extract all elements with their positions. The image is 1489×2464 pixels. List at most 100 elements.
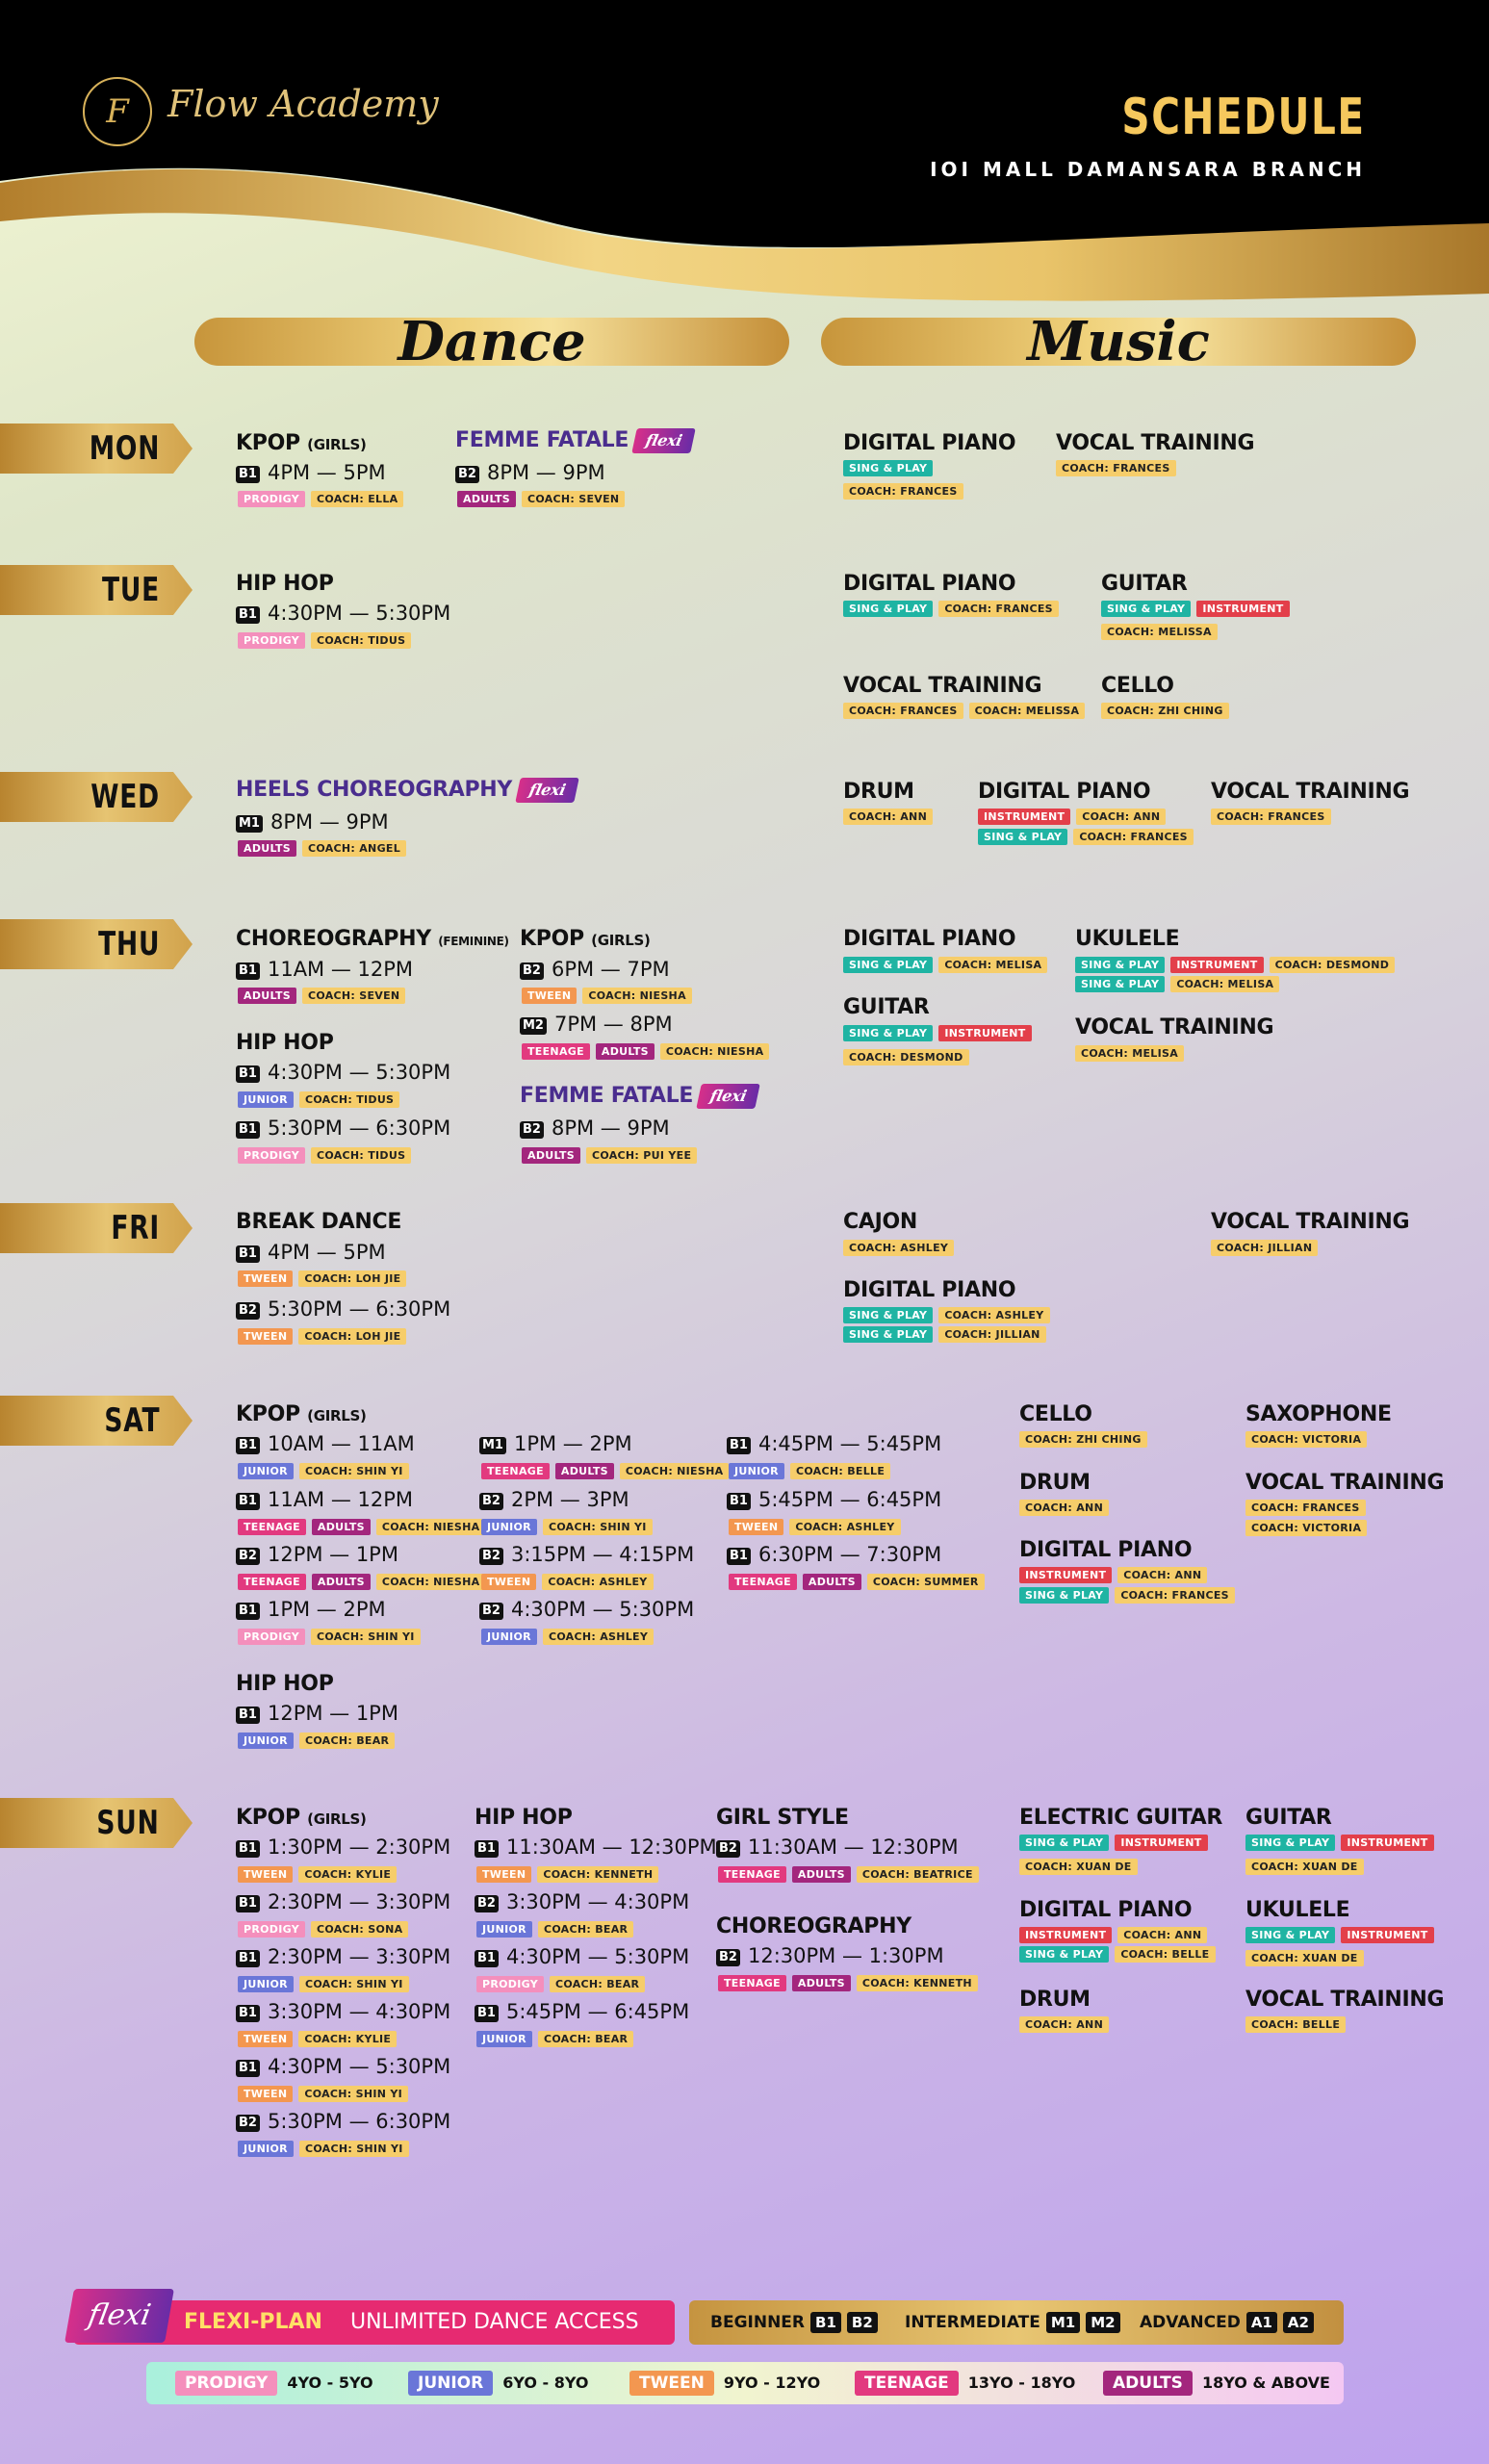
brand-name: Flow Academy — [167, 83, 439, 125]
class-tags: TWEEN COACH: SHIN YI — [238, 2086, 414, 2102]
class-tags: PRODIGY COACH: ELLA — [238, 491, 409, 507]
class-tags: PRODIGY COACH: BEAR — [476, 1976, 651, 1992]
class-time: B1 11AM — 12PM — [236, 1488, 413, 1511]
branch-name: IOI MALL DAMANSARA BRANCH — [930, 158, 1366, 181]
class-tags: TWEEN COACH: KYLIE — [238, 1866, 402, 1883]
class-time: M1 1PM — 2PM — [479, 1432, 632, 1455]
class-tags: TWEEN COACH: KENNETH — [476, 1866, 664, 1883]
class-title: DRUM — [1019, 1471, 1091, 1495]
class-time: B1 4PM — 5PM — [236, 461, 386, 484]
class-time: B1 5:45PM — 6:45PM — [727, 1488, 941, 1511]
class-title: HEELS CHOREOGRAPHY flexi — [236, 778, 580, 803]
class-title: GUITAR — [1245, 1806, 1332, 1830]
class-time: B2 5:30PM — 6:30PM — [236, 2110, 450, 2133]
class-title: DIGITAL PIANO — [843, 1278, 1016, 1302]
class-tags: SING & PLAY COACH: FRANCES — [1019, 1587, 1241, 1604]
class-time: M1 8PM — 9PM — [236, 810, 389, 834]
class-title: FEMME FATALE flexi — [455, 428, 697, 453]
class-title: VOCAL TRAINING — [1211, 1210, 1410, 1234]
class-tags: PRODIGY COACH: SONA — [238, 1921, 414, 1938]
class-time: B2 6PM — 7PM — [520, 958, 670, 981]
class-tags: JUNIOR COACH: BEAR — [238, 1732, 400, 1749]
class-tags: COACH: FRANCES — [1245, 1500, 1372, 1516]
class-tags: JUNIOR COACH: BELLE — [729, 1463, 896, 1479]
class-tags: COACH: FRANCES — [843, 483, 969, 500]
class-time: B1 2:30PM — 3:30PM — [236, 1945, 450, 1968]
legend-advanced: ADVANCED A1 A2 — [1140, 2300, 1314, 2345]
class-tags: JUNIOR COACH: TIDUS — [238, 1091, 405, 1108]
class-title: VOCAL TRAINING — [1075, 1015, 1274, 1040]
class-time: B2 3:30PM — 4:30PM — [475, 1890, 689, 1913]
music-banner: Music — [821, 315, 1416, 369]
class-title: GIRL STYLE — [716, 1806, 849, 1830]
class-tags: JUNIOR COACH: SHIN YI — [481, 1519, 658, 1535]
level-legend: BEGINNER B1 B2 INTERMEDIATE M1 M2 ADVANCED A1… — [689, 2300, 1344, 2345]
class-tags: JUNIOR COACH: BEAR — [476, 2031, 639, 2047]
header: F Flow Academy SCHEDULE IOI MALL DAMANSA… — [0, 0, 1489, 308]
page-title: SCHEDULE — [1121, 89, 1366, 146]
class-tags: SING & PLAY INSTRUMENT — [1245, 1927, 1440, 1943]
class-tags: COACH: ZHI CHING — [1019, 1431, 1153, 1448]
class-tags: ADULTS COACH: SEVEN — [238, 988, 411, 1004]
class-time: B2 5:30PM — 6:30PM — [236, 1297, 450, 1321]
class-title: VOCAL TRAINING — [1245, 1988, 1445, 2012]
class-tags: SING & PLAY INSTRUMENT — [1245, 1835, 1440, 1851]
flexi-badge: flexi — [515, 778, 580, 803]
flexi-plan-desc: UNLIMITED DANCE ACCESS — [350, 2310, 639, 2334]
day-fri: FRI — [0, 1203, 193, 1253]
class-tags: COACH: ANN — [1019, 1500, 1115, 1516]
class-time: B1 4PM — 5PM — [236, 1241, 386, 1264]
class-title: DIGITAL PIANO — [843, 572, 1016, 596]
class-tags: COACH: MELISA — [1075, 1045, 1190, 1062]
class-tags: SING & PLAY COACH: JILLIAN — [843, 1326, 1052, 1343]
class-tags: INSTRUMENT COACH: ANN — [1019, 1567, 1213, 1583]
class-tags: COACH: XUAN DE — [1245, 1950, 1370, 1966]
class-time: B1 4:30PM — 5:30PM — [236, 1061, 450, 1084]
class-title: DRUM — [1019, 1988, 1091, 2012]
class-title: DIGITAL PIANO — [1019, 1898, 1193, 1922]
class-title: KPOP (GIRLS) — [236, 1806, 367, 1830]
class-time: B1 4:30PM — 5:30PM — [475, 1945, 689, 1968]
class-title: KPOP (GIRLS) — [520, 927, 651, 951]
class-tags: SING & PLAY COACH: FRANCES — [978, 829, 1199, 845]
dance-banner: Dance — [194, 315, 789, 369]
class-title: SAXOPHONE — [1245, 1402, 1392, 1426]
class-time: B2 3:15PM — 4:15PM — [479, 1543, 694, 1566]
class-time: M2 7PM — 8PM — [520, 1013, 673, 1036]
class-tags: JUNIOR COACH: SHIN YI — [238, 1976, 415, 1992]
class-tags: SING & PLAY INSTRUMENT COACH: DESMOND — [1075, 957, 1400, 973]
class-title: CELLO — [1019, 1402, 1092, 1426]
legend-tween: TWEEN 9YO - 12YO — [629, 2362, 820, 2404]
class-tags: JUNIOR COACH: ASHLEY — [481, 1629, 659, 1645]
class-tags: TWEEN COACH: KYLIE — [238, 2031, 402, 2047]
class-title: CHOREOGRAPHY (FEMININE) — [236, 927, 509, 951]
class-tags: JUNIOR COACH: BEAR — [476, 1921, 639, 1938]
flexi-badge: flexi — [696, 1084, 761, 1109]
class-tags: SING & PLAY — [843, 460, 938, 476]
class-title: DIGITAL PIANO — [843, 431, 1016, 455]
class-time: B1 1:30PM — 2:30PM — [236, 1835, 450, 1859]
class-tags: TEENAGE ADULTS COACH: KENNETH — [718, 1975, 984, 1991]
class-tags: COACH: XUAN DE — [1245, 1859, 1370, 1875]
day-mon: MON — [0, 424, 193, 474]
legend-beginner: BEGINNER B1 B2 — [710, 2300, 878, 2345]
class-tags: COACH: DESMOND — [843, 1049, 975, 1065]
class-title: ELECTRIC GUITAR — [1019, 1806, 1223, 1830]
class-title: KPOP (GIRLS) — [236, 1402, 367, 1426]
class-tags: COACH: VICTORIA — [1245, 1520, 1373, 1536]
legend-prodigy: PRODIGY 4YO - 5YO — [175, 2362, 373, 2404]
class-tags: SING & PLAY COACH: BELLE — [1019, 1946, 1221, 1963]
class-tags: TEENAGE ADULTS COACH: NIESHA — [522, 1043, 775, 1060]
class-tags: PRODIGY COACH: TIDUS — [238, 1147, 417, 1164]
class-title: VOCAL TRAINING — [1211, 780, 1410, 804]
class-tags: COACH: ANN — [1019, 2016, 1115, 2033]
class-title: HIP HOP — [236, 1672, 334, 1696]
class-time: B1 2:30PM — 3:30PM — [236, 1890, 450, 1913]
class-title: BREAK DANCE — [236, 1210, 402, 1234]
class-title: CAJON — [843, 1210, 917, 1234]
day-wed: WED — [0, 772, 193, 822]
class-time: B2 2PM — 3PM — [479, 1488, 629, 1511]
flexi-plan-label: FLEXI-PLAN — [184, 2310, 322, 2334]
class-tags: SING & PLAY COACH: MELISA — [843, 957, 1053, 973]
class-title: VOCAL TRAINING — [1056, 431, 1255, 455]
